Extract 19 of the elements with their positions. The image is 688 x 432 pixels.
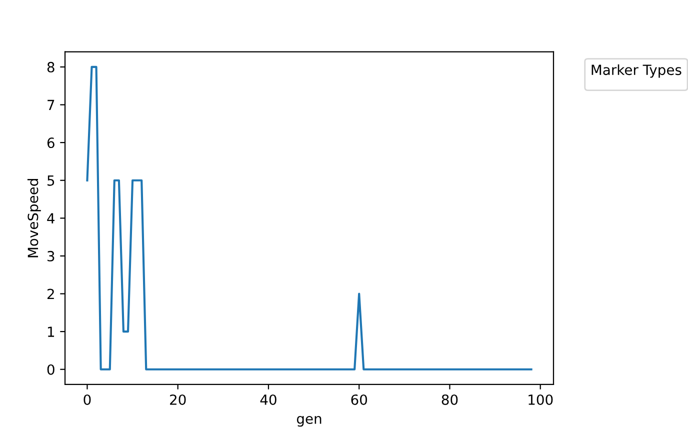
y-tick-label: 1 bbox=[48, 326, 54, 337]
y-axis-title: MoveSpeed bbox=[27, 179, 41, 258]
x-tick-label: 100 bbox=[528, 394, 553, 405]
x-tick-label: 40 bbox=[260, 394, 276, 405]
y-tick-label: 2 bbox=[47, 288, 54, 300]
y-tick-label: 8 bbox=[47, 62, 54, 72]
y-tick-label: 7 bbox=[48, 100, 54, 110]
x-tick-label: 80 bbox=[442, 394, 458, 405]
y-tick-label: 6 bbox=[47, 138, 54, 148]
x-tick-label: 20 bbox=[170, 394, 186, 405]
legend-title: Marker Types bbox=[592, 64, 682, 78]
x-tick-label: 60 bbox=[351, 394, 368, 405]
y-tick-label: 0 bbox=[47, 364, 54, 375]
line-series bbox=[86, 66, 532, 370]
y-tick-label: 5 bbox=[48, 176, 54, 186]
x-axis-title: gen bbox=[296, 416, 322, 427]
y-tick-label: 3 bbox=[48, 250, 54, 262]
x-tick-label: 0 bbox=[84, 394, 91, 405]
y-tick-label: 4 bbox=[47, 213, 55, 224]
